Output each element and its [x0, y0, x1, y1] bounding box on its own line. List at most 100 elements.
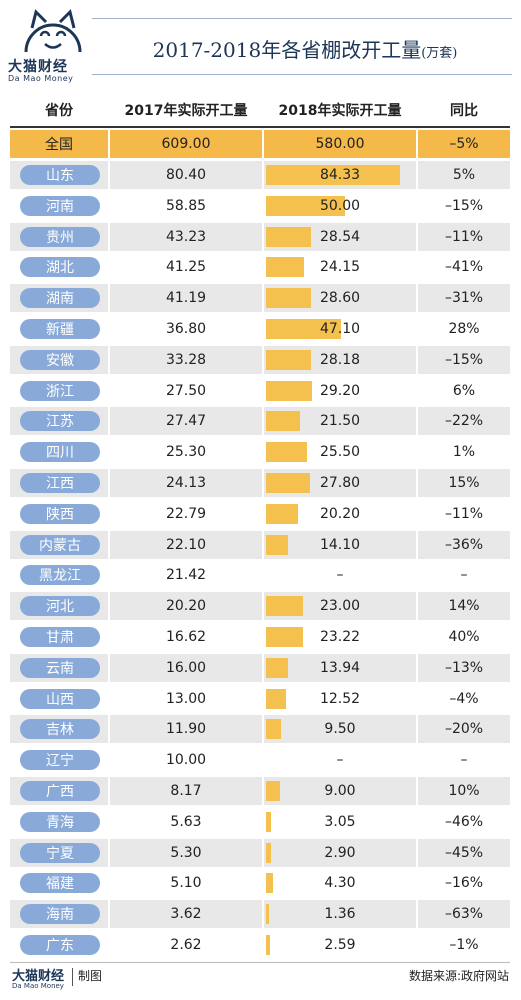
- footer-logo-subtext: Da Mao Money: [12, 982, 64, 990]
- cell-bg: [10, 130, 108, 158]
- bar-2018: [266, 904, 269, 925]
- value-2017: 80.40: [165, 167, 207, 183]
- logo: 大猫财经 Da Mao Money: [8, 6, 98, 86]
- cell-bg: [110, 746, 262, 775]
- province-pill: 新疆: [20, 319, 100, 339]
- table-row: 吉林 11.90 9.50 –20%: [10, 715, 510, 744]
- value-2017: 13.00: [165, 690, 207, 707]
- value-2017: 27.50: [165, 382, 207, 399]
- bar-2018: [266, 688, 286, 709]
- table-row: 广东 2.62 2.59 –1%: [10, 931, 510, 959]
- value-yoy: 6%: [452, 382, 476, 399]
- value-2017: 11.90: [165, 721, 207, 738]
- table-row: 山西 13.00 12.52 –4%: [10, 684, 510, 713]
- cell-bg: [110, 376, 262, 405]
- province-pill: 海南: [20, 904, 100, 925]
- cell-bg: [110, 931, 262, 959]
- cell-bg: [110, 161, 262, 189]
- bar-2018: [266, 195, 345, 216]
- bar-2018: [266, 719, 281, 740]
- value-yoy: –63%: [444, 906, 484, 923]
- cell-bg: [264, 807, 416, 836]
- province-pill: 广西: [20, 781, 100, 801]
- table-row: 辽宁 10.00 – –: [10, 746, 510, 775]
- bar-2018: [266, 503, 298, 524]
- title-rule-top: [92, 18, 512, 19]
- cell-bg: [418, 499, 510, 528]
- table-row: 青海 5.63 3.05 –46%: [10, 807, 510, 836]
- footer-logo-text: 大猫财经: [12, 969, 65, 984]
- cell-bg: [418, 469, 510, 497]
- province-pill: 江西: [20, 473, 100, 493]
- col-header-province: 省份: [45, 103, 73, 119]
- value-2017: 5.63: [170, 813, 202, 830]
- bar-2018: [266, 165, 400, 185]
- cell-bg: [418, 900, 510, 929]
- cat-logo-icon: [24, 9, 82, 53]
- cell-bg: [418, 869, 510, 898]
- value-2017: 41.25: [165, 259, 207, 276]
- cell-bg: [110, 191, 262, 220]
- cell-bg: [110, 807, 262, 836]
- value-yoy: –16%: [444, 875, 484, 892]
- cell-bg: [110, 253, 262, 282]
- table-row: 四川 25.30 25.50 1%: [10, 438, 510, 467]
- value-2017: 3.62: [170, 906, 202, 923]
- bar-2018: [266, 935, 270, 955]
- cell-bg: [418, 284, 510, 313]
- value-yoy: 14%: [448, 598, 480, 615]
- cell-bg: [418, 253, 510, 282]
- value-2017: 10.00: [165, 752, 207, 769]
- cell-bg: [418, 777, 510, 805]
- table-row: 河北 20.20 23.00 14%: [10, 592, 510, 621]
- cell-bg: [418, 623, 510, 651]
- value-yoy: –31%: [444, 290, 484, 307]
- value-yoy: –20%: [444, 721, 484, 738]
- value-2018: 84.33: [319, 167, 361, 183]
- province-label-total: 全国: [45, 137, 73, 153]
- value-yoy: –11%: [444, 505, 484, 522]
- value-2017: 22.10: [165, 536, 207, 553]
- cell-bg: [418, 407, 510, 436]
- table-row: 甘肃 16.62 23.22 40%: [10, 623, 510, 651]
- cell-bg: [418, 838, 510, 867]
- table-row: 湖北 41.25 24.15 –41%: [10, 253, 510, 282]
- province-pill: 安徽: [20, 349, 100, 370]
- value-2018: 14.10: [319, 536, 361, 553]
- logo-text: 大猫财经: [8, 59, 68, 75]
- value-2018: 23.22: [319, 629, 361, 645]
- cell-bg: [418, 161, 510, 189]
- province-pill: 甘肃: [20, 627, 100, 647]
- table-row: 浙江 27.50 29.20 6%: [10, 376, 510, 405]
- value-yoy-total: –5%: [449, 136, 479, 152]
- province-pill: 广东: [20, 935, 100, 955]
- value-2017: 36.80: [165, 321, 207, 337]
- cell-bg: [418, 376, 510, 405]
- value-2017: 16.62: [165, 629, 207, 645]
- table-row: 海南 3.62 1.36 –63%: [10, 900, 510, 929]
- value-yoy: 10%: [448, 783, 480, 799]
- value-2018: 28.60: [319, 290, 361, 307]
- bar-2018: [266, 627, 303, 647]
- province-pill: 河南: [20, 195, 100, 216]
- value-yoy: –46%: [444, 813, 484, 830]
- cell-bg: [264, 684, 416, 713]
- province-pill: 江苏: [20, 411, 100, 432]
- value-2017: 5.10: [170, 875, 202, 892]
- value-2018: 47.10: [319, 321, 361, 337]
- cell-bg: [418, 684, 510, 713]
- cell-bg: [110, 284, 262, 313]
- table-row-total: 全国 609.00 580.00 –5%: [10, 130, 510, 158]
- cell-bg: [418, 807, 510, 836]
- value-2018-total: 580.00: [315, 136, 365, 152]
- value-2017: 21.42: [165, 567, 207, 584]
- cell-bg: [418, 130, 510, 158]
- value-2017: 20.20: [165, 598, 207, 615]
- value-2017: 25.30: [165, 444, 207, 461]
- province-pill: 山西: [20, 688, 100, 709]
- table-row: 福建 5.10 4.30 –16%: [10, 869, 510, 898]
- title-rule-bottom: [92, 74, 512, 75]
- value-2018: 9.50: [324, 721, 356, 738]
- province-pill: 河北: [20, 596, 100, 617]
- value-yoy: –45%: [444, 844, 484, 861]
